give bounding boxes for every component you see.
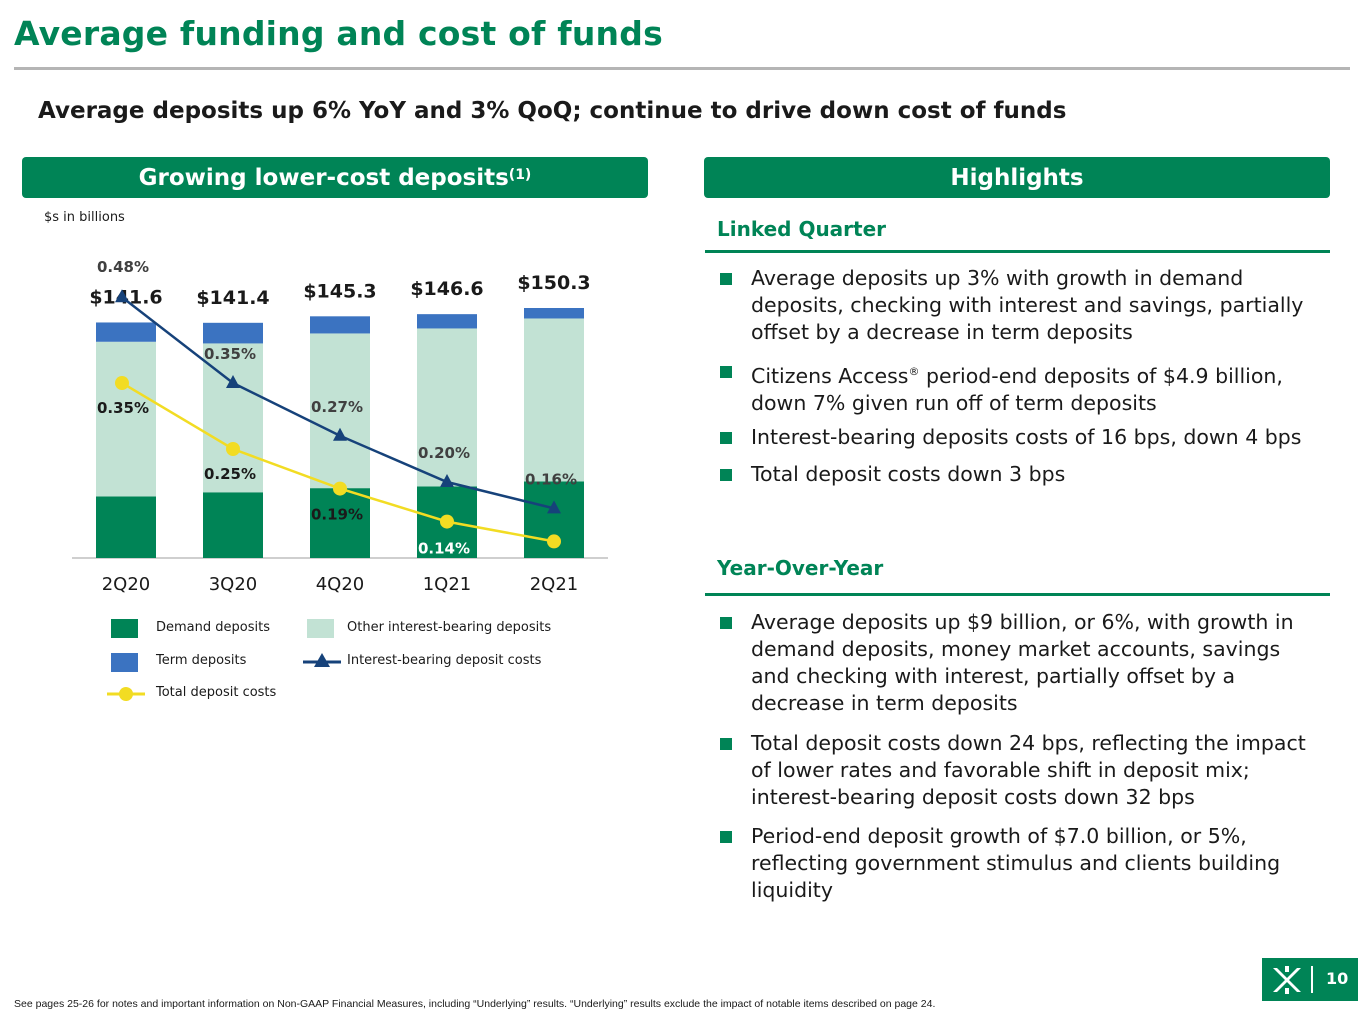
lq-bullet-2-rest: period-end deposits of $4.9 billion, dow… — [751, 363, 1283, 415]
page-subtitle: Average deposits up 6% YoY and 3% QoQ; c… — [38, 98, 1067, 124]
bar-segment-term-deposits-1Q21 — [417, 314, 477, 329]
chart-banner: Growing lower-cost deposits (1) — [22, 157, 648, 198]
bar-segment-term-deposits-2Q21 — [524, 308, 584, 319]
page-number: 10 — [1326, 969, 1349, 988]
bullet-square-icon — [720, 366, 732, 378]
yoy-divider — [705, 593, 1330, 596]
citizens-logo-icon — [1273, 966, 1301, 994]
point-ib-costs-3Q20 — [226, 375, 240, 388]
total-cost-label-2Q20: 0.35% — [97, 399, 149, 417]
units-note: $s in billions — [44, 210, 125, 225]
lq-bullet-2: Citizens Access® period-end deposits of … — [720, 358, 1320, 417]
chart-banner-text: Growing lower-cost deposits — [138, 164, 509, 191]
bar-segment-term-deposits-4Q20 — [310, 316, 370, 334]
bullet-square-icon — [720, 831, 732, 843]
ib-cost-label-4Q20: 0.27% — [311, 398, 363, 416]
bar-segment-demand-deposits-2Q20 — [96, 496, 156, 558]
legend-label-term: Term deposits — [156, 653, 247, 668]
legend-swatch-other — [307, 619, 334, 638]
footnote: See pages 25-26 for notes and important … — [14, 998, 936, 1010]
lq-bullet-2-text: Citizens Access® period-end deposits of … — [751, 358, 1320, 417]
yoy-bullet-1: Average deposits up $9 billion, or 6%, w… — [720, 609, 1320, 717]
total-cost-label-4Q20: 0.19% — [311, 506, 363, 524]
bullet-square-icon — [720, 617, 732, 629]
linked-quarter-divider — [705, 250, 1330, 253]
yoy-bullet-2-text: Total deposit costs down 24 bps, reflect… — [751, 731, 1306, 809]
point-total-costs-3Q20 — [226, 442, 240, 456]
total-label-2Q21: $150.3 — [517, 272, 590, 294]
lq-bullet-1-text: Average deposits up 3% with growth in de… — [751, 266, 1304, 344]
lq-bullet-3: Interest-bearing deposits costs of 16 bp… — [720, 424, 1320, 451]
bar-segment-other-interest-bearing-deposits-1Q21 — [417, 328, 477, 487]
bullet-square-icon — [720, 469, 732, 481]
ib-cost-label-2Q21: 0.16% — [525, 470, 577, 488]
total-cost-label-2Q21: 0.11% — [525, 560, 577, 578]
chart-banner-footnote-ref: (1) — [508, 166, 532, 183]
x-tick-label-4Q20: 4Q20 — [316, 574, 365, 595]
yoy-bullet-1-text: Average deposits up $9 billion, or 6%, w… — [751, 610, 1294, 715]
lq-bullet-4-text: Total deposit costs down 3 bps — [751, 462, 1066, 486]
total-cost-label-3Q20: 0.25% — [204, 465, 256, 483]
yoy-bullet-3: Period-end deposit growth of $7.0 billio… — [720, 823, 1320, 904]
legend-label-demand: Demand deposits — [156, 620, 270, 635]
point-ib-costs-2Q21 — [547, 500, 561, 514]
bar-segment-other-interest-bearing-deposits-4Q20 — [310, 333, 370, 489]
ib-cost-label-3Q20: 0.35% — [204, 345, 256, 363]
legend-swatch-term — [111, 653, 138, 672]
legend-marker-ib-costs — [303, 653, 341, 667]
bullet-square-icon — [720, 273, 732, 285]
linked-quarter-heading: Linked Quarter — [717, 217, 887, 241]
x-tick-label-3Q20: 3Q20 — [209, 574, 258, 595]
point-total-costs-4Q20 — [333, 481, 347, 496]
total-label-1Q21: $146.6 — [410, 278, 483, 300]
bar-segment-other-interest-bearing-deposits-2Q20 — [96, 341, 156, 497]
bar-segment-term-deposits-3Q20 — [203, 322, 263, 344]
bar-segment-demand-deposits-3Q20 — [203, 492, 263, 558]
legend-label-total-costs: Total deposit costs — [156, 685, 277, 700]
bar-segment-term-deposits-2Q20 — [96, 322, 156, 342]
registered-mark: ® — [908, 365, 920, 378]
page-title: Average funding and cost of funds — [14, 14, 663, 53]
brand-logo-box: 10 — [1262, 958, 1358, 1001]
legend-label-other: Other interest-bearing deposits — [347, 620, 552, 635]
logo-separator — [1311, 966, 1313, 993]
legend-marker-total-costs — [107, 687, 145, 701]
lq-bullet-1: Average deposits up 3% with growth in de… — [720, 265, 1320, 346]
x-tick-label-2Q21: 2Q21 — [530, 574, 579, 595]
ib-cost-label-1Q21: 0.20% — [418, 444, 470, 462]
legend-label-ib-costs: Interest-bearing deposit costs — [347, 653, 542, 668]
deposits-chart: $141.62Q20$141.43Q20$145.34Q20$146.61Q21… — [72, 258, 608, 595]
bullet-square-icon — [720, 432, 732, 444]
lq-bullet-3-text: Interest-bearing deposits costs of 16 bp… — [751, 425, 1302, 449]
legend-swatch-demand — [111, 619, 138, 638]
yoy-heading: Year-Over-Year — [717, 556, 884, 580]
point-total-costs-1Q21 — [440, 514, 454, 529]
bar-segment-demand-deposits-4Q20 — [310, 488, 370, 558]
total-cost-label-1Q21: 0.14% — [418, 540, 470, 558]
highlights-banner: Highlights — [704, 157, 1330, 198]
x-tick-label-1Q21: 1Q21 — [423, 574, 472, 595]
point-ib-costs-2Q20 — [115, 289, 129, 303]
total-label-3Q20: $141.4 — [196, 287, 269, 309]
total-label-4Q20: $145.3 — [303, 280, 376, 302]
highlights-banner-text: Highlights — [950, 164, 1084, 191]
title-divider — [14, 67, 1350, 70]
point-total-costs-2Q21 — [547, 534, 561, 549]
x-tick-label-2Q20: 2Q20 — [102, 574, 151, 595]
point-ib-costs-4Q20 — [333, 427, 347, 441]
bar-segment-other-interest-bearing-deposits-2Q21 — [524, 318, 584, 482]
bullet-square-icon — [720, 738, 732, 750]
yoy-bullet-3-text: Period-end deposit growth of $7.0 billio… — [751, 824, 1281, 902]
lq-bullet-4: Total deposit costs down 3 bps — [720, 461, 1320, 488]
yoy-bullet-2: Total deposit costs down 24 bps, reflect… — [720, 730, 1320, 811]
lq-bullet-2-brand: Citizens Access — [751, 363, 909, 388]
ib-cost-label-2Q20: 0.48% — [97, 258, 149, 276]
point-ib-costs-1Q21 — [440, 474, 454, 487]
point-total-costs-2Q20 — [115, 376, 129, 390]
